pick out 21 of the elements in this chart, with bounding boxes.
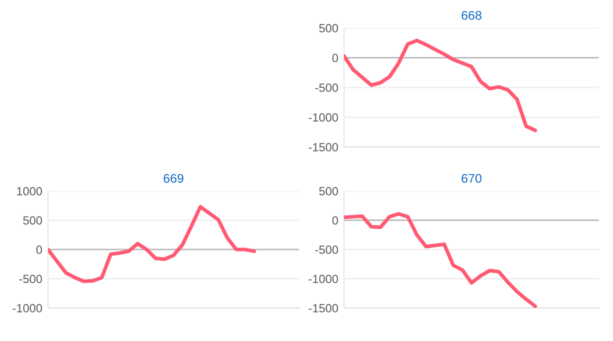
y-tick-label: 0: [332, 216, 338, 225]
y-tick-label: 0: [36, 246, 42, 254]
line-series: [344, 212, 538, 308]
y-tick-label: -500: [19, 274, 42, 284]
chart-title: 668: [462, 10, 482, 20]
y-tick-label: 500: [23, 216, 42, 225]
y-tick-label: 0: [332, 54, 338, 62]
y-tick-label: -1500: [308, 304, 338, 312]
chart-title: 670: [462, 174, 482, 183]
y-tick-label: -500: [315, 246, 338, 254]
y-tick-label: 1000: [17, 187, 42, 196]
line-series: [48, 204, 256, 284]
y-tick-label: -500: [315, 84, 338, 92]
y-tick-label: -1500: [308, 143, 338, 152]
y-tick-label: -1000: [12, 304, 42, 312]
chart-title: 669: [164, 174, 184, 183]
y-tick-label: 500: [319, 24, 338, 32]
y-tick-label: -1000: [308, 274, 338, 284]
y-tick-label: -1000: [308, 113, 338, 122]
line-series: [344, 38, 538, 132]
y-tick-label: 500: [319, 187, 338, 196]
